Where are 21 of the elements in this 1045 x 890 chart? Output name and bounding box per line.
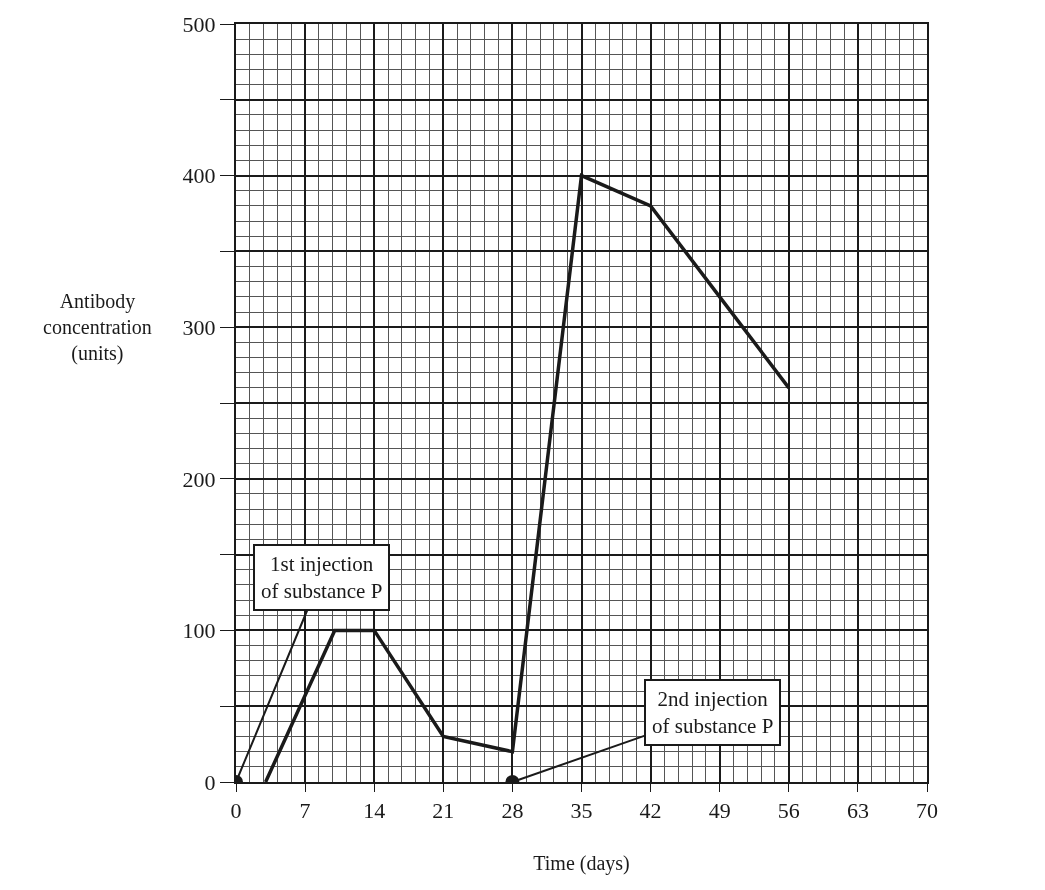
x-tick-label: 28 (501, 798, 524, 824)
x-tick-label: 14 (363, 798, 386, 824)
x-tick-label: 21 (432, 798, 455, 824)
y-tick-label: 100 (182, 618, 216, 644)
y-axis-title: Antibody concentration (units) (43, 290, 152, 365)
x-tick-label: 7 (299, 798, 311, 824)
y-tick-label: 300 (182, 314, 216, 340)
x-tick-label: 35 (570, 798, 593, 824)
annotation: 2nd injection of substance P (652, 687, 774, 739)
x-tick-label: 63 (846, 798, 869, 824)
x-tick-label: 42 (639, 798, 662, 824)
annotation: 1st injection of substance P (261, 552, 383, 604)
x-tick-label: 49 (708, 798, 731, 824)
x-tick-label: 70 (916, 798, 938, 824)
x-axis-title: Time (days) (533, 852, 630, 876)
y-tick-label: 500 (182, 11, 216, 37)
y-tick-label: 400 (182, 163, 216, 189)
x-tick-label: 56 (777, 798, 800, 824)
y-tick-label: 0 (204, 769, 216, 795)
y-tick-label: 200 (182, 466, 216, 492)
x-tick-label: 0 (230, 798, 242, 824)
